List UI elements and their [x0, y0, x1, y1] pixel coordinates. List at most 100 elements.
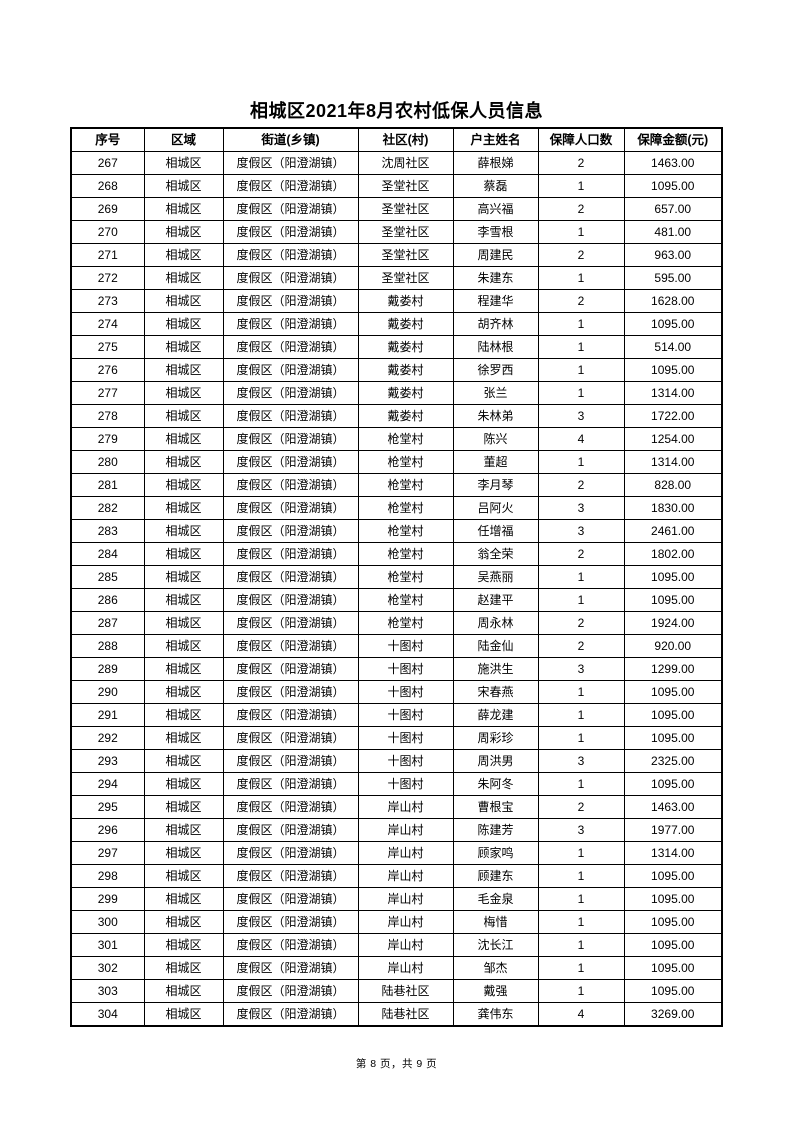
- table-cell: 1: [537, 266, 625, 290]
- table-cell: 1095.00: [623, 979, 723, 1003]
- table-cell: 龚伟东: [452, 1002, 539, 1027]
- table-cell: 相城区: [143, 956, 224, 980]
- table-header-row: 序号 区域 街道(乡镇) 社区(村) 户主姓名 保障人口数 保障金额(元): [70, 127, 723, 152]
- table-cell: 十图村: [357, 726, 454, 750]
- table-cell: 1299.00: [623, 657, 723, 681]
- table-row: 279 相城区 度假区（阳澄湖镇） 枪堂村 陈兴 4 1254.00: [70, 427, 723, 451]
- table-cell: 268: [70, 174, 145, 198]
- table-cell: 1: [537, 588, 625, 612]
- table-cell: 薛龙建: [452, 703, 539, 727]
- table-cell: 度假区（阳澄湖镇）: [222, 680, 359, 704]
- table-cell: 岸山村: [357, 887, 454, 911]
- table-row: 278 相城区 度假区（阳澄湖镇） 戴娄村 朱林弟 3 1722.00: [70, 404, 723, 428]
- table-cell: 1: [537, 887, 625, 911]
- table-cell: 1095.00: [623, 933, 723, 957]
- table-cell: 2: [537, 634, 625, 658]
- table-cell: 相城区: [143, 841, 224, 865]
- table-cell: 276: [70, 358, 145, 382]
- table-cell: 1: [537, 703, 625, 727]
- table-cell: 1314.00: [623, 841, 723, 865]
- table-cell: 度假区（阳澄湖镇）: [222, 703, 359, 727]
- table-cell: 陈建芳: [452, 818, 539, 842]
- table-cell: 3: [537, 496, 625, 520]
- table-cell: 枪堂村: [357, 450, 454, 474]
- table-cell: 1830.00: [623, 496, 723, 520]
- table-cell: 岸山村: [357, 933, 454, 957]
- table-cell: 相城区: [143, 910, 224, 934]
- table-cell: 度假区（阳澄湖镇）: [222, 795, 359, 819]
- table-cell: 1: [537, 772, 625, 796]
- table-cell: 相城区: [143, 197, 224, 221]
- table-cell: 1314.00: [623, 381, 723, 405]
- table-cell: 1924.00: [623, 611, 723, 635]
- table-cell: 相城区: [143, 174, 224, 198]
- table-cell: 相城区: [143, 358, 224, 382]
- table-cell: 圣堂社区: [357, 243, 454, 267]
- table-cell: 度假区（阳澄湖镇）: [222, 381, 359, 405]
- table-cell: 胡齐林: [452, 312, 539, 336]
- table-cell: 度假区（阳澄湖镇）: [222, 772, 359, 796]
- table-cell: 1095.00: [623, 956, 723, 980]
- table-cell: 295: [70, 795, 145, 819]
- table-cell: 戴强: [452, 979, 539, 1003]
- table-cell: 相城区: [143, 749, 224, 773]
- table-cell: 271: [70, 243, 145, 267]
- table-row: 294 相城区 度假区（阳澄湖镇） 十图村 朱阿冬 1 1095.00: [70, 772, 723, 796]
- table-cell: 相城区: [143, 450, 224, 474]
- table-cell: 301: [70, 933, 145, 957]
- table-cell: 相城区: [143, 887, 224, 911]
- table-cell: 相城区: [143, 404, 224, 428]
- table-cell: 相城区: [143, 542, 224, 566]
- table-cell: 翁全荣: [452, 542, 539, 566]
- table-cell: 度假区（阳澄湖镇）: [222, 933, 359, 957]
- table-row: 299 相城区 度假区（阳澄湖镇） 岸山村 毛金泉 1 1095.00: [70, 887, 723, 911]
- table-row: 289 相城区 度假区（阳澄湖镇） 十图村 施洪生 3 1299.00: [70, 657, 723, 681]
- table-cell: 286: [70, 588, 145, 612]
- table-cell: 1802.00: [623, 542, 723, 566]
- table-cell: 296: [70, 818, 145, 842]
- table-cell: 相城区: [143, 427, 224, 451]
- table-cell: 303: [70, 979, 145, 1003]
- table-cell: 1: [537, 910, 625, 934]
- table-cell: 1314.00: [623, 450, 723, 474]
- table-cell: 岸山村: [357, 818, 454, 842]
- table-cell: 275: [70, 335, 145, 359]
- table-row: 284 相城区 度假区（阳澄湖镇） 枪堂村 翁全荣 2 1802.00: [70, 542, 723, 566]
- table-cell: 1628.00: [623, 289, 723, 313]
- table-cell: 1095.00: [623, 887, 723, 911]
- table-cell: 岸山村: [357, 795, 454, 819]
- table-cell: 1: [537, 358, 625, 382]
- table-cell: 度假区（阳澄湖镇）: [222, 657, 359, 681]
- table-cell: 3: [537, 749, 625, 773]
- table-cell: 薛根娣: [452, 151, 539, 175]
- table-row: 304 相城区 度假区（阳澄湖镇） 陆巷社区 龚伟东 4 3269.00: [70, 1002, 723, 1027]
- table-row: 282 相城区 度假区（阳澄湖镇） 枪堂村 吕阿火 3 1830.00: [70, 496, 723, 520]
- table-cell: 戴娄村: [357, 358, 454, 382]
- table-cell: 相城区: [143, 703, 224, 727]
- table-cell: 3: [537, 657, 625, 681]
- table-cell: 1254.00: [623, 427, 723, 451]
- table-cell: 宋春燕: [452, 680, 539, 704]
- table-cell: 1: [537, 381, 625, 405]
- table-cell: 戴娄村: [357, 404, 454, 428]
- table-cell: 度假区（阳澄湖镇）: [222, 1002, 359, 1027]
- table-cell: 相城区: [143, 588, 224, 612]
- table-row: 301 相城区 度假区（阳澄湖镇） 岸山村 沈长江 1 1095.00: [70, 933, 723, 957]
- welfare-table: 序号 区域 街道(乡镇) 社区(村) 户主姓名 保障人口数 保障金额(元) 26…: [70, 127, 723, 1027]
- table-cell: 董超: [452, 450, 539, 474]
- table-cell: 1463.00: [623, 795, 723, 819]
- table-cell: 度假区（阳澄湖镇）: [222, 841, 359, 865]
- table-cell: 273: [70, 289, 145, 313]
- table-cell: 1: [537, 680, 625, 704]
- table-cell: 十图村: [357, 703, 454, 727]
- table-cell: 圣堂社区: [357, 266, 454, 290]
- table-cell: 828.00: [623, 473, 723, 497]
- table-cell: 度假区（阳澄湖镇）: [222, 496, 359, 520]
- table-cell: 度假区（阳澄湖镇）: [222, 910, 359, 934]
- table-cell: 288: [70, 634, 145, 658]
- table-cell: 298: [70, 864, 145, 888]
- table-cell: 1095.00: [623, 312, 723, 336]
- table-cell: 285: [70, 565, 145, 589]
- table-cell: 1095.00: [623, 864, 723, 888]
- table-cell: 相城区: [143, 312, 224, 336]
